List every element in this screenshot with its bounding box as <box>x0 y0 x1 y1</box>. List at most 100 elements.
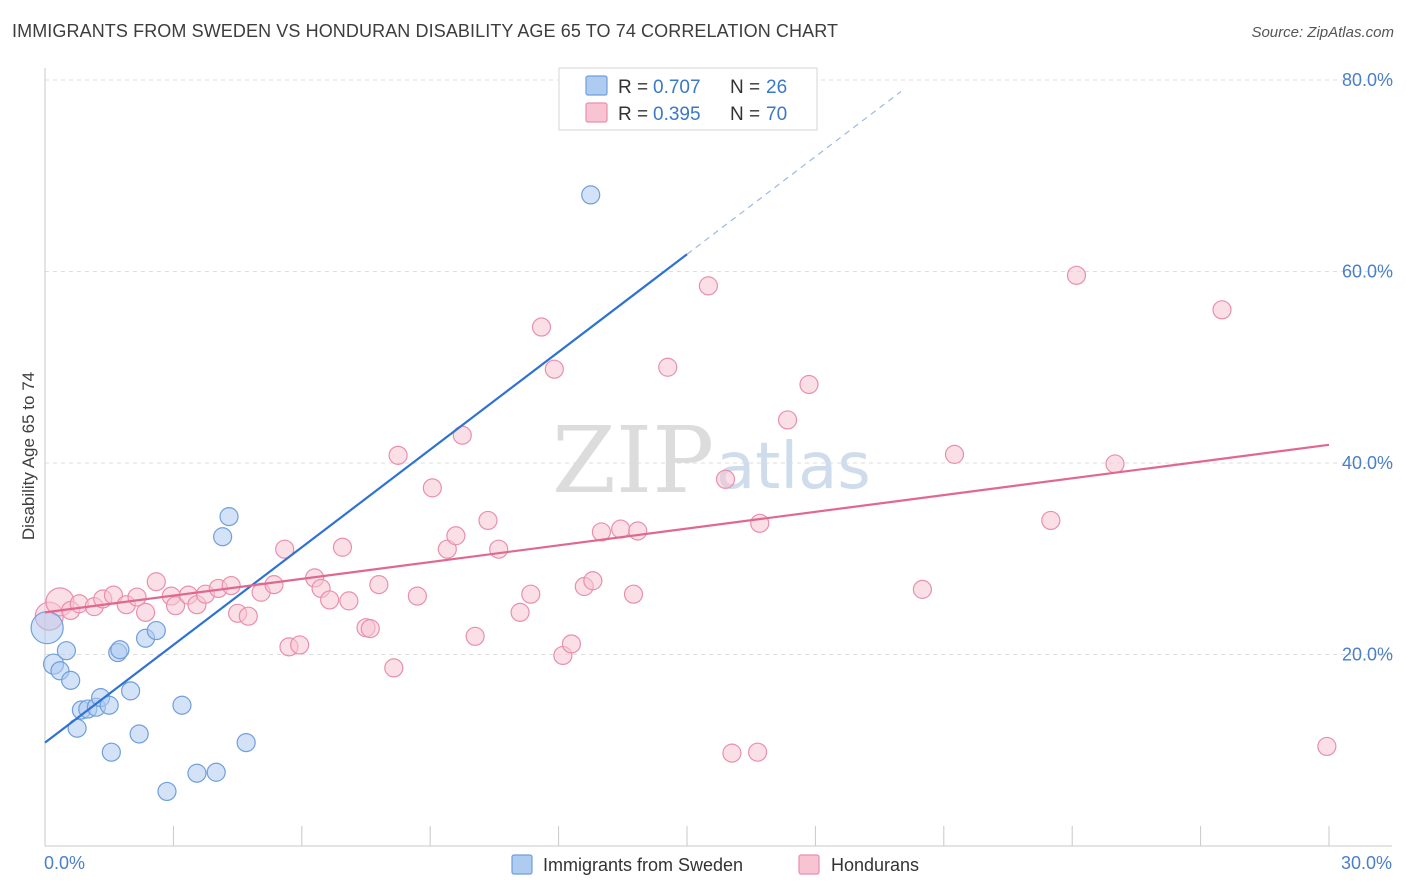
sweden-point <box>110 640 130 660</box>
bottom-legend-label-sweden: Immigrants from Sweden <box>543 855 743 875</box>
honduran-point <box>658 357 678 377</box>
honduran-point <box>628 521 648 541</box>
honduran-point <box>360 619 380 639</box>
honduran-point <box>135 602 156 622</box>
legend-swatch-honduran <box>585 102 608 123</box>
watermark-zip: ZIP <box>552 407 714 514</box>
sweden-point <box>30 611 64 645</box>
honduran-point <box>165 596 186 616</box>
chart-title: IMMIGRANTS FROM SWEDEN VS HONDURAN DISAB… <box>12 21 839 41</box>
sweden-trend-extension <box>686 91 902 255</box>
sweden-point <box>101 742 121 762</box>
honduran-point <box>722 743 742 763</box>
legend-n-label-honduran: N = <box>730 104 760 125</box>
honduran-point <box>478 510 498 531</box>
honduran-point <box>465 626 485 646</box>
honduran-point <box>510 602 530 622</box>
watermark-atlas: atlas <box>716 430 871 504</box>
legend-n-value-honduran: 70 <box>766 104 787 125</box>
honduran-point <box>531 317 552 337</box>
axes <box>44 68 1392 847</box>
series-legend: Immigrants from Sweden Hondurans <box>511 854 919 875</box>
legend-swatch-sweden <box>585 75 608 96</box>
source-label: Source: ZipAtlas.com <box>1251 24 1394 41</box>
honduran-point <box>384 658 404 678</box>
honduran-point <box>623 584 644 604</box>
sweden-point <box>146 620 166 641</box>
sweden-point <box>236 732 256 753</box>
sweden-point <box>157 781 177 802</box>
bottom-legend-label-honduran: Hondurans <box>831 855 919 875</box>
honduran-points <box>34 265 1337 763</box>
sweden-point <box>581 185 601 205</box>
y-tick-label: 80.0% <box>1342 70 1393 90</box>
sweden-points <box>30 185 601 802</box>
honduran-point <box>583 571 603 591</box>
honduran-point <box>422 478 442 498</box>
honduran-point <box>799 374 819 395</box>
honduran-point <box>437 539 457 559</box>
sweden-point <box>213 527 233 547</box>
sweden-point <box>99 695 119 715</box>
legend-n-value-sweden: 26 <box>766 77 787 98</box>
honduran-point <box>388 445 408 465</box>
sweden-point <box>56 641 77 661</box>
legend-r-label-honduran: R = <box>618 104 648 125</box>
honduran-point <box>238 606 258 626</box>
y-axis-label: Disability Age 65 to 74 <box>19 372 38 540</box>
honduran-point <box>146 572 166 592</box>
correlation-legend: R = 0.707 N = 26 R = 0.395 N = 70 <box>558 67 818 131</box>
honduran-point <box>698 276 719 296</box>
y-tick-label: 20.0% <box>1342 645 1393 665</box>
sweden-point <box>129 724 149 744</box>
sweden-point <box>121 681 141 701</box>
x-ticks <box>172 826 1330 846</box>
honduran-point <box>275 539 295 559</box>
honduran-point <box>290 635 310 655</box>
honduran-point <box>1212 300 1232 320</box>
honduran-point <box>521 584 541 604</box>
sweden-point <box>172 695 192 715</box>
honduran-point <box>489 539 509 559</box>
honduran-point <box>777 410 798 430</box>
trend-lines <box>44 91 1330 744</box>
sweden-trend-line <box>44 253 688 744</box>
honduran-point <box>591 522 612 542</box>
honduran-point <box>750 513 770 533</box>
honduran-point <box>944 444 965 464</box>
y-tick-label: 40.0% <box>1342 453 1393 473</box>
bottom-legend-swatch-honduran <box>798 854 820 875</box>
honduran-point <box>748 742 768 762</box>
x-tick-label-max: 30.0% <box>1341 853 1392 873</box>
honduran-point <box>544 359 564 379</box>
sweden-point <box>61 670 81 690</box>
sweden-point <box>206 762 226 782</box>
legend-r-value-honduran: 0.395 <box>653 104 701 125</box>
honduran-point <box>561 634 582 654</box>
y-tick-label: 60.0% <box>1342 262 1393 282</box>
honduran-point <box>332 537 353 557</box>
legend-n-label-sweden: N = <box>730 77 760 98</box>
sweden-point <box>187 763 207 783</box>
honduran-point <box>912 579 933 599</box>
honduran-point <box>1041 510 1061 531</box>
honduran-point <box>339 591 359 611</box>
honduran-point <box>1105 454 1125 474</box>
honduran-point <box>1066 265 1087 285</box>
sweden-point <box>219 507 239 527</box>
honduran-trend-line <box>44 443 1330 614</box>
honduran-point <box>264 575 284 595</box>
bottom-legend-swatch-sweden <box>511 854 533 875</box>
honduran-point <box>407 586 427 606</box>
legend-r-value-sweden: 0.707 <box>653 77 701 98</box>
honduran-point <box>715 469 736 489</box>
grid-lines <box>45 79 1392 655</box>
honduran-point <box>221 575 241 596</box>
x-tick-label-min: 0.0% <box>44 853 85 873</box>
honduran-point <box>369 575 389 595</box>
legend-r-label-sweden: R = <box>618 77 648 98</box>
honduran-point <box>446 526 466 546</box>
honduran-point <box>1317 736 1337 757</box>
y-tick-labels: 20.0% 40.0% 60.0% 80.0% <box>1342 70 1393 665</box>
